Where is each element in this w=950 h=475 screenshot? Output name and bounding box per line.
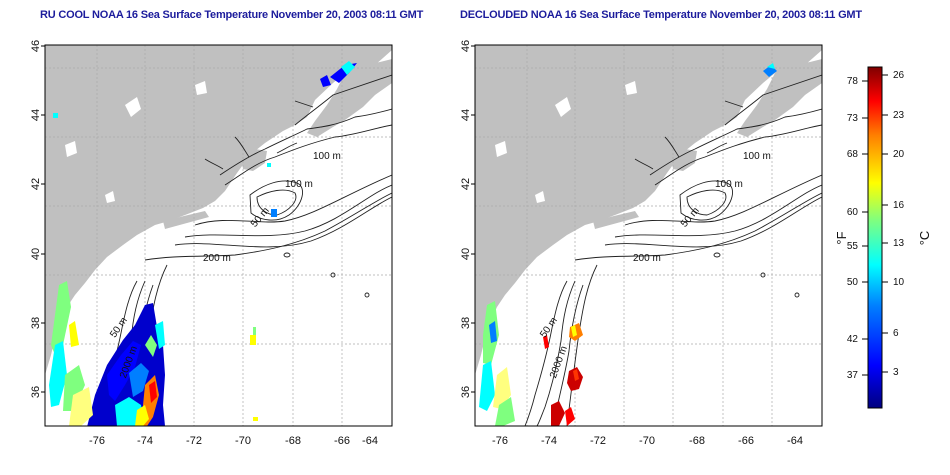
svg-text:42: 42 bbox=[847, 334, 859, 345]
svg-text:6: 6 bbox=[893, 328, 899, 339]
right-lat-axis: 46 44 42 40 38 36 bbox=[460, 40, 475, 398]
lon-tick-label: -74 bbox=[541, 435, 557, 447]
svg-text:100 m: 100 m bbox=[313, 151, 341, 162]
left-lat-axis: 46 44 42 40 38 36 bbox=[30, 40, 45, 398]
svg-text:37: 37 bbox=[847, 370, 859, 381]
svg-text:13: 13 bbox=[893, 238, 905, 249]
lat-tick-label: 40 bbox=[30, 248, 42, 260]
lat-tick-label: 38 bbox=[460, 317, 472, 329]
colorbar-gradient bbox=[867, 66, 883, 409]
svg-text:73: 73 bbox=[847, 113, 859, 124]
left-map: 100 m 100 m 50 m 200 m 50 m 2000 m bbox=[44, 44, 393, 427]
lat-tick-label: 44 bbox=[30, 109, 42, 121]
right-panel-title: DECLOUDED NOAA 16 Sea Surface Temperatur… bbox=[460, 9, 862, 21]
colorbar: 78 73 68 60 55 50 42 37 26 23 20 16 13 1… bbox=[834, 66, 932, 409]
lat-tick-label: 42 bbox=[460, 178, 472, 190]
lon-tick-label: -68 bbox=[689, 435, 705, 447]
lat-tick-label: 42 bbox=[30, 178, 42, 190]
lon-tick-label: -72 bbox=[590, 435, 606, 447]
lon-tick-label: -76 bbox=[492, 435, 508, 447]
lon-tick-label: -66 bbox=[334, 435, 350, 447]
svg-text:16: 16 bbox=[893, 200, 905, 211]
celsius-ticks: 26 23 20 16 13 10 6 3 bbox=[893, 70, 905, 378]
svg-text:55: 55 bbox=[847, 241, 859, 252]
lon-tick-label: -66 bbox=[738, 435, 754, 447]
svg-text:100 m: 100 m bbox=[715, 179, 743, 190]
lat-tick-label: 40 bbox=[460, 248, 472, 260]
right-map: 100 m 100 m 50 m 200 m 50 m 2000 m bbox=[474, 44, 823, 427]
svg-text:200 m: 200 m bbox=[203, 253, 231, 264]
svg-text:200 m: 200 m bbox=[633, 253, 661, 264]
lon-tick-label: -74 bbox=[137, 435, 153, 447]
lon-tick-label: -72 bbox=[186, 435, 202, 447]
lat-tick-label: 38 bbox=[30, 317, 42, 329]
svg-text:26: 26 bbox=[893, 70, 905, 81]
sst-patches bbox=[479, 63, 777, 426]
svg-text:50: 50 bbox=[847, 277, 859, 288]
left-panel-title: RU COOL NOAA 16 Sea Surface Temperature … bbox=[40, 9, 424, 21]
svg-text:10: 10 bbox=[893, 277, 905, 288]
map-frame bbox=[44, 44, 393, 427]
lon-tick-label: -64 bbox=[787, 435, 803, 447]
lat-tick-label: 46 bbox=[460, 40, 472, 52]
fahrenheit-unit: °F bbox=[834, 231, 849, 244]
lat-tick-label: 36 bbox=[30, 386, 42, 398]
lon-tick-label: -70 bbox=[235, 435, 251, 447]
fahrenheit-ticks: 78 73 68 60 55 50 42 37 bbox=[847, 76, 859, 381]
colorbar-ticks bbox=[862, 74, 888, 376]
left-lon-axis: -76 -74 -72 -70 -68 -66 -64 bbox=[89, 435, 378, 447]
svg-text:23: 23 bbox=[893, 110, 905, 121]
lon-tick-label: -70 bbox=[639, 435, 655, 447]
celsius-unit: °C bbox=[917, 231, 932, 246]
svg-text:60: 60 bbox=[847, 207, 859, 218]
lon-tick-label: -64 bbox=[362, 435, 378, 447]
map-frame bbox=[474, 44, 823, 427]
lat-tick-label: 44 bbox=[460, 109, 472, 121]
lon-tick-label: -68 bbox=[285, 435, 301, 447]
svg-text:20: 20 bbox=[893, 149, 905, 160]
lat-tick-label: 36 bbox=[460, 386, 472, 398]
lon-tick-label: -76 bbox=[89, 435, 105, 447]
svg-text:78: 78 bbox=[847, 76, 859, 87]
right-lon-axis: -76 -74 -72 -70 -68 -66 -64 bbox=[492, 435, 803, 447]
svg-text:100 m: 100 m bbox=[285, 179, 313, 190]
svg-text:3: 3 bbox=[893, 367, 899, 378]
sst-patches bbox=[49, 61, 357, 426]
svg-text:100 m: 100 m bbox=[743, 151, 771, 162]
lat-tick-label: 46 bbox=[30, 40, 42, 52]
svg-text:68: 68 bbox=[847, 149, 859, 160]
